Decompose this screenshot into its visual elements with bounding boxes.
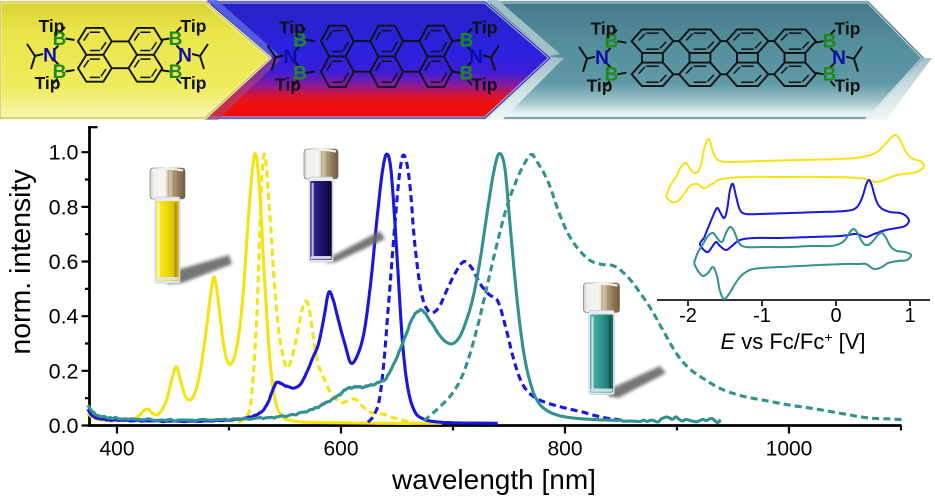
svg-text:0.8: 0.8 bbox=[49, 195, 79, 219]
svg-text:0.0: 0.0 bbox=[49, 414, 79, 438]
svg-text:B: B bbox=[605, 32, 619, 53]
svg-text:B: B bbox=[823, 32, 837, 53]
svg-text:0: 0 bbox=[830, 305, 841, 327]
svg-text:0.6: 0.6 bbox=[49, 250, 79, 274]
svg-text:N: N bbox=[43, 46, 57, 67]
svg-text:Tip: Tip bbox=[279, 17, 305, 37]
svg-text:B: B bbox=[169, 29, 183, 50]
svg-text:1.0: 1.0 bbox=[49, 141, 79, 165]
svg-text:N: N bbox=[284, 47, 298, 68]
svg-text:400: 400 bbox=[99, 438, 134, 461]
svg-text:Tip: Tip bbox=[835, 76, 861, 96]
svg-text:Tip: Tip bbox=[275, 74, 301, 94]
svg-text:wavelength [nm]: wavelength [nm] bbox=[391, 464, 596, 495]
svg-text:600: 600 bbox=[323, 438, 358, 461]
svg-text:1: 1 bbox=[904, 305, 915, 327]
svg-text:Tip: Tip bbox=[835, 19, 861, 39]
svg-text:B: B bbox=[53, 29, 67, 50]
svg-text:B: B bbox=[605, 65, 619, 86]
svg-text:norm. intensity: norm. intensity bbox=[5, 169, 37, 355]
svg-text:Tip: Tip bbox=[181, 16, 207, 36]
svg-text:Tip: Tip bbox=[472, 17, 498, 37]
svg-text:B: B bbox=[293, 30, 307, 51]
svg-text:B: B bbox=[169, 62, 183, 83]
svg-text:0.4: 0.4 bbox=[49, 305, 79, 329]
svg-text:E vs Fc/Fc+ [V]: E vs Fc/Fc+ [V] bbox=[720, 329, 865, 354]
svg-text:Tip: Tip bbox=[39, 16, 65, 36]
svg-text:N: N bbox=[595, 48, 609, 69]
svg-text:B: B bbox=[53, 62, 67, 83]
svg-text:Tip: Tip bbox=[472, 74, 498, 94]
svg-text:Tip: Tip bbox=[35, 73, 61, 93]
svg-text:B: B bbox=[460, 63, 474, 84]
svg-text:-1: -1 bbox=[753, 305, 771, 327]
svg-text:Tip: Tip bbox=[181, 73, 207, 93]
svg-text:-2: -2 bbox=[679, 305, 697, 327]
svg-text:Tip: Tip bbox=[587, 76, 613, 96]
svg-text:B: B bbox=[823, 65, 837, 86]
svg-text:B: B bbox=[460, 30, 474, 51]
svg-text:N: N bbox=[832, 48, 846, 69]
svg-text:N: N bbox=[178, 46, 192, 67]
svg-text:B: B bbox=[293, 63, 307, 84]
svg-text:800: 800 bbox=[547, 438, 582, 461]
svg-text:1000: 1000 bbox=[766, 438, 813, 461]
svg-text:N: N bbox=[469, 47, 483, 68]
svg-text:0.2: 0.2 bbox=[49, 359, 79, 383]
svg-text:Tip: Tip bbox=[591, 19, 617, 39]
